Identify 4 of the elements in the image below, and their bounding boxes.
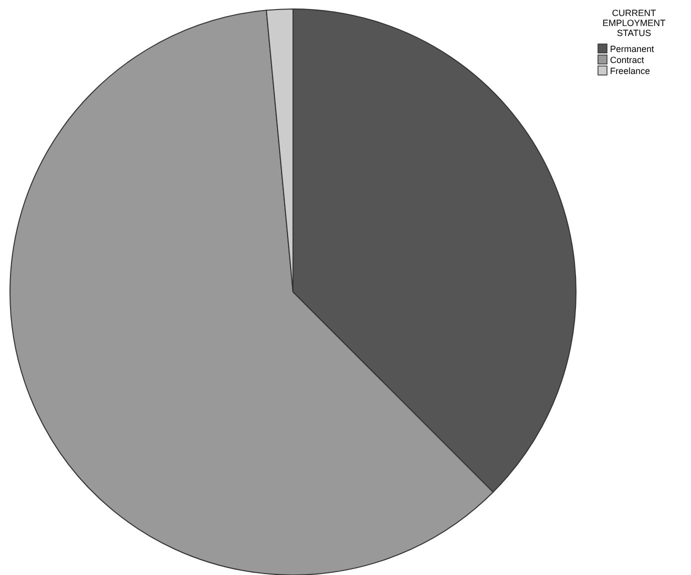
legend-title: CURRENT EMPLOYMENT STATUS xyxy=(602,8,666,38)
legend-label: Permanent xyxy=(610,44,655,54)
legend-label: Freelance xyxy=(610,66,650,76)
legend-label: Contract xyxy=(610,55,645,65)
